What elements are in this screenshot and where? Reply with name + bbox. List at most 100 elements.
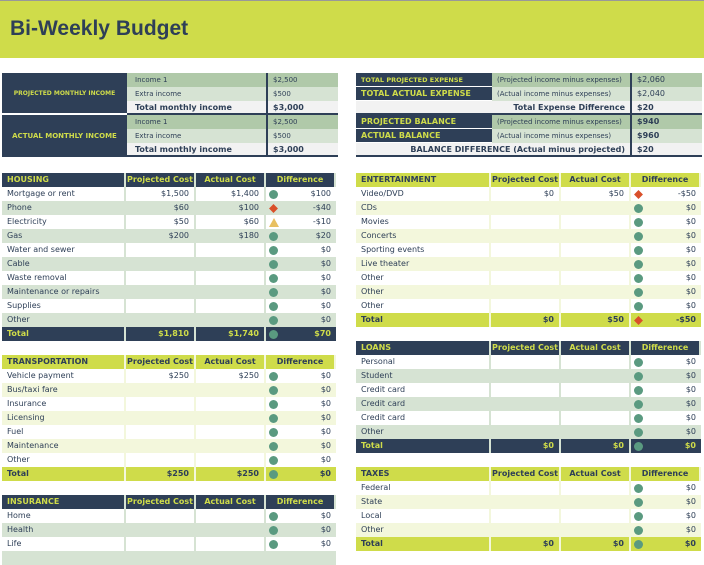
projected-cost[interactable] bbox=[491, 397, 561, 411]
summary-value[interactable]: $2,060 bbox=[632, 73, 702, 87]
income-value[interactable]: $2,500 bbox=[273, 76, 298, 84]
projected-cost[interactable]: $50 bbox=[126, 215, 196, 229]
projected-cost[interactable] bbox=[126, 537, 196, 551]
actual-cost[interactable]: $1,740 bbox=[196, 327, 266, 341]
actual-cost[interactable] bbox=[561, 285, 631, 299]
actual-cost[interactable] bbox=[196, 271, 266, 285]
summary-value[interactable]: $2,040 bbox=[632, 87, 702, 101]
projected-cost[interactable] bbox=[126, 411, 196, 425]
actual-cost[interactable]: $180 bbox=[196, 229, 266, 243]
income-value[interactable]: $500 bbox=[273, 90, 291, 98]
actual-cost[interactable] bbox=[196, 551, 266, 565]
projected-cost[interactable] bbox=[491, 243, 561, 257]
projected-cost[interactable] bbox=[126, 439, 196, 453]
projected-cost[interactable] bbox=[126, 285, 196, 299]
projected-cost[interactable] bbox=[491, 425, 561, 439]
actual-cost[interactable]: $250 bbox=[196, 369, 266, 383]
actual-cost[interactable] bbox=[561, 523, 631, 537]
actual-cost[interactable]: $0 bbox=[561, 439, 631, 453]
summary-value[interactable]: $20 bbox=[637, 103, 654, 112]
actual-cost[interactable] bbox=[561, 243, 631, 257]
actual-cost[interactable] bbox=[196, 243, 266, 257]
projected-cost[interactable]: $60 bbox=[126, 201, 196, 215]
actual-cost[interactable]: $50 bbox=[561, 187, 631, 201]
projected-cost[interactable] bbox=[126, 523, 196, 537]
actual-cost[interactable] bbox=[561, 397, 631, 411]
actual-cost[interactable] bbox=[196, 523, 266, 537]
projected-cost[interactable] bbox=[491, 383, 561, 397]
projected-cost[interactable] bbox=[126, 509, 196, 523]
summary-value[interactable]: $20 bbox=[637, 145, 654, 154]
projected-cost[interactable] bbox=[126, 425, 196, 439]
actual-cost[interactable] bbox=[561, 425, 631, 439]
projected-cost[interactable] bbox=[126, 551, 196, 565]
actual-cost[interactable] bbox=[196, 285, 266, 299]
actual-cost[interactable] bbox=[196, 257, 266, 271]
projected-cost[interactable]: $250 bbox=[126, 369, 196, 383]
projected-cost[interactable] bbox=[491, 299, 561, 313]
projected-cost[interactable] bbox=[491, 481, 561, 495]
projected-cost[interactable] bbox=[126, 313, 196, 327]
projected-cost[interactable] bbox=[491, 201, 561, 215]
projected-cost[interactable]: $250 bbox=[126, 467, 196, 481]
projected-cost[interactable] bbox=[126, 257, 196, 271]
actual-cost[interactable] bbox=[561, 271, 631, 285]
projected-cost[interactable] bbox=[126, 243, 196, 257]
projected-cost[interactable] bbox=[491, 509, 561, 523]
actual-cost[interactable]: $1,400 bbox=[196, 187, 266, 201]
actual-cost[interactable] bbox=[196, 509, 266, 523]
projected-cost[interactable] bbox=[491, 355, 561, 369]
projected-cost[interactable] bbox=[491, 271, 561, 285]
income-value[interactable]: $3,000 bbox=[273, 103, 304, 112]
actual-cost[interactable] bbox=[196, 383, 266, 397]
projected-cost[interactable]: $200 bbox=[126, 229, 196, 243]
projected-cost[interactable] bbox=[126, 383, 196, 397]
actual-cost[interactable] bbox=[196, 425, 266, 439]
actual-cost[interactable] bbox=[561, 299, 631, 313]
actual-cost[interactable]: $50 bbox=[561, 313, 631, 327]
actual-cost[interactable] bbox=[561, 495, 631, 509]
projected-cost[interactable]: $0 bbox=[491, 537, 561, 551]
projected-cost[interactable] bbox=[491, 215, 561, 229]
actual-cost[interactable] bbox=[561, 355, 631, 369]
actual-cost[interactable] bbox=[561, 411, 631, 425]
income-value[interactable]: $500 bbox=[273, 132, 291, 140]
actual-cost[interactable] bbox=[196, 313, 266, 327]
projected-cost[interactable] bbox=[491, 257, 561, 271]
actual-cost[interactable]: $100 bbox=[196, 201, 266, 215]
actual-cost[interactable] bbox=[196, 439, 266, 453]
projected-cost[interactable] bbox=[126, 453, 196, 467]
income-value[interactable]: $2,500 bbox=[273, 118, 298, 126]
projected-cost[interactable] bbox=[491, 369, 561, 383]
projected-cost[interactable] bbox=[491, 229, 561, 243]
actual-cost[interactable] bbox=[196, 411, 266, 425]
projected-cost[interactable]: $1,810 bbox=[126, 327, 196, 341]
actual-cost[interactable] bbox=[561, 369, 631, 383]
actual-cost[interactable]: $0 bbox=[561, 537, 631, 551]
actual-cost[interactable] bbox=[561, 215, 631, 229]
projected-cost[interactable] bbox=[491, 285, 561, 299]
summary-value[interactable]: $960 bbox=[632, 129, 702, 143]
actual-cost[interactable] bbox=[561, 229, 631, 243]
actual-cost[interactable]: $250 bbox=[196, 467, 266, 481]
projected-cost[interactable] bbox=[126, 271, 196, 285]
actual-cost[interactable] bbox=[196, 453, 266, 467]
actual-cost[interactable] bbox=[196, 299, 266, 313]
actual-cost[interactable] bbox=[561, 509, 631, 523]
projected-cost[interactable] bbox=[491, 411, 561, 425]
actual-cost[interactable] bbox=[561, 201, 631, 215]
actual-cost[interactable] bbox=[561, 383, 631, 397]
projected-cost[interactable]: $1,500 bbox=[126, 187, 196, 201]
projected-cost[interactable]: $0 bbox=[491, 439, 561, 453]
projected-cost[interactable]: $0 bbox=[491, 187, 561, 201]
projected-cost[interactable] bbox=[126, 397, 196, 411]
projected-cost[interactable]: $0 bbox=[491, 313, 561, 327]
summary-value[interactable]: $940 bbox=[632, 115, 702, 129]
actual-cost[interactable] bbox=[196, 537, 266, 551]
actual-cost[interactable] bbox=[196, 397, 266, 411]
actual-cost[interactable] bbox=[561, 257, 631, 271]
projected-cost[interactable] bbox=[491, 523, 561, 537]
projected-cost[interactable] bbox=[126, 299, 196, 313]
actual-cost[interactable] bbox=[561, 481, 631, 495]
projected-cost[interactable] bbox=[491, 495, 561, 509]
